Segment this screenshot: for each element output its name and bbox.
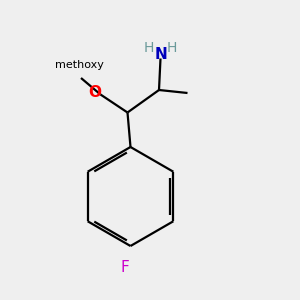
Text: F: F [121,260,130,274]
Text: H: H [144,41,154,55]
Text: N: N [154,46,167,62]
Text: O: O [88,85,102,100]
Text: H: H [167,41,177,55]
Text: methoxy: methoxy [55,60,104,70]
